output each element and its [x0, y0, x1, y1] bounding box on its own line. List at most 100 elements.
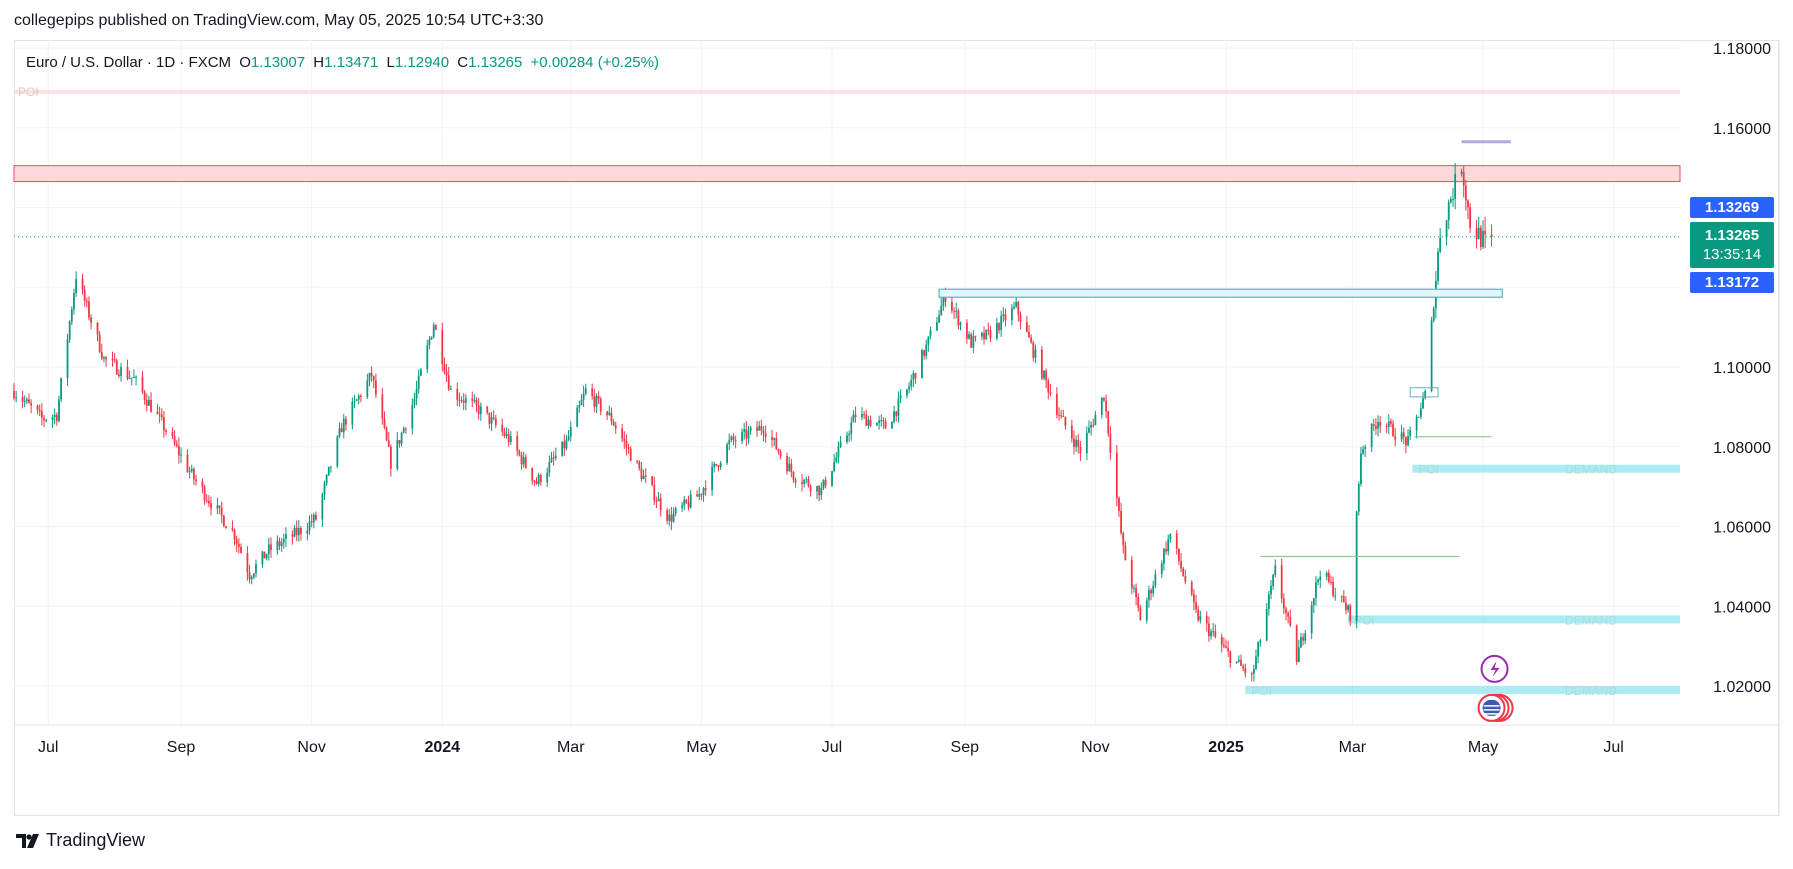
candle-body [216, 505, 219, 509]
candle-body [625, 441, 628, 448]
demand-zone-3 [1245, 686, 1680, 694]
candle-body [689, 494, 692, 508]
candle-body [1257, 642, 1260, 657]
candle-body [73, 293, 75, 310]
candle-body [959, 322, 962, 326]
candle-body [1118, 497, 1120, 511]
candle-body [1430, 320, 1433, 391]
candle-body [445, 371, 448, 376]
candle-body [820, 488, 823, 496]
candle-body [554, 455, 557, 459]
candle-body [1419, 408, 1422, 417]
candle-body [749, 427, 752, 431]
tradingview-brand[interactable]: TradingView [16, 830, 145, 851]
candle-body [576, 407, 579, 427]
candle-body [1409, 430, 1412, 437]
candle-body [1165, 548, 1167, 552]
candle-body [910, 379, 913, 387]
candle-body [696, 494, 699, 497]
candle-body [878, 420, 881, 423]
candle-body [940, 305, 943, 316]
candle-body [531, 467, 534, 481]
candle-body [1193, 594, 1195, 603]
candle-body [1362, 448, 1364, 454]
candle-body [447, 375, 450, 390]
candle-body [1447, 202, 1450, 221]
time-axis-label: 2024 [424, 739, 460, 756]
poi-label: POI [18, 85, 39, 99]
candle-body [308, 521, 311, 531]
candle-body [520, 454, 523, 465]
candle-body [192, 468, 195, 480]
candle-body [1445, 220, 1448, 238]
candle-body [1088, 427, 1090, 433]
candle-body [396, 440, 399, 469]
axes-layer: 1.18000 1.16000 1.10000 1.08000 1.06000 1.040… [38, 41, 1771, 756]
candle-body [30, 403, 33, 406]
candle-body [1295, 625, 1298, 663]
poi-zone-top [14, 89, 1680, 94]
candle-body [1392, 423, 1394, 437]
candle-body [833, 462, 836, 472]
candle-body [387, 440, 390, 447]
price-tag-lower: 1.13172 [1690, 272, 1774, 293]
candle-body [265, 554, 268, 559]
high-value: 1.13471 [324, 54, 379, 71]
candle-body [700, 494, 703, 496]
candle-body [1417, 416, 1420, 418]
candle-body [989, 330, 992, 339]
candle-body [518, 450, 521, 455]
candle-body [955, 310, 958, 312]
candle-body [1330, 581, 1332, 583]
candle-body [681, 505, 684, 508]
time-axis-label: Nov [297, 739, 325, 756]
candle-body [865, 414, 868, 426]
candle-body [357, 395, 360, 400]
candle-body [1477, 227, 1480, 239]
candle-body [180, 454, 182, 456]
candle-body [507, 433, 510, 443]
candle-body [1347, 605, 1349, 611]
candle-body [938, 315, 940, 323]
candle-body [267, 544, 270, 555]
candle-body [428, 339, 431, 346]
candle-body [822, 479, 825, 489]
last-price-value: 1.13265 [1704, 227, 1760, 244]
candle-body [325, 475, 328, 484]
candle-body [621, 428, 624, 439]
candle-body [207, 500, 210, 504]
low-label: L [386, 54, 395, 71]
candle-body [610, 412, 613, 422]
candle-body [595, 395, 598, 407]
candle-body [411, 405, 414, 429]
time-axis-label: Jul [822, 739, 842, 756]
candle-body [1139, 607, 1142, 621]
candle-body [685, 499, 688, 503]
candle-body [593, 396, 596, 407]
us-flag-icon [1482, 699, 1501, 716]
candle-body [1075, 439, 1078, 447]
candles-layer [13, 163, 1493, 682]
bar-countdown: 13:35:14 [1702, 246, 1762, 263]
candle-body [1227, 647, 1230, 652]
candle-body [15, 397, 18, 399]
candle-body [1154, 573, 1157, 586]
candle-body [779, 451, 782, 456]
candle-body [687, 502, 690, 508]
time-axis-label: May [686, 739, 716, 756]
candle-body [1255, 656, 1257, 669]
candle-body [561, 441, 564, 456]
candle-body [1377, 421, 1379, 429]
candle-body [1062, 415, 1065, 417]
candle-body [1199, 616, 1202, 621]
candle-body [715, 463, 718, 466]
candle-body [342, 418, 345, 433]
candle-body [1090, 424, 1093, 428]
candle-body [1387, 421, 1390, 427]
candle-body [355, 399, 358, 401]
candle-body [233, 530, 236, 540]
candle-body [426, 345, 429, 370]
price-tag-last: 1.13265 13:35:14 [1690, 222, 1774, 268]
candle-body [1394, 436, 1397, 440]
